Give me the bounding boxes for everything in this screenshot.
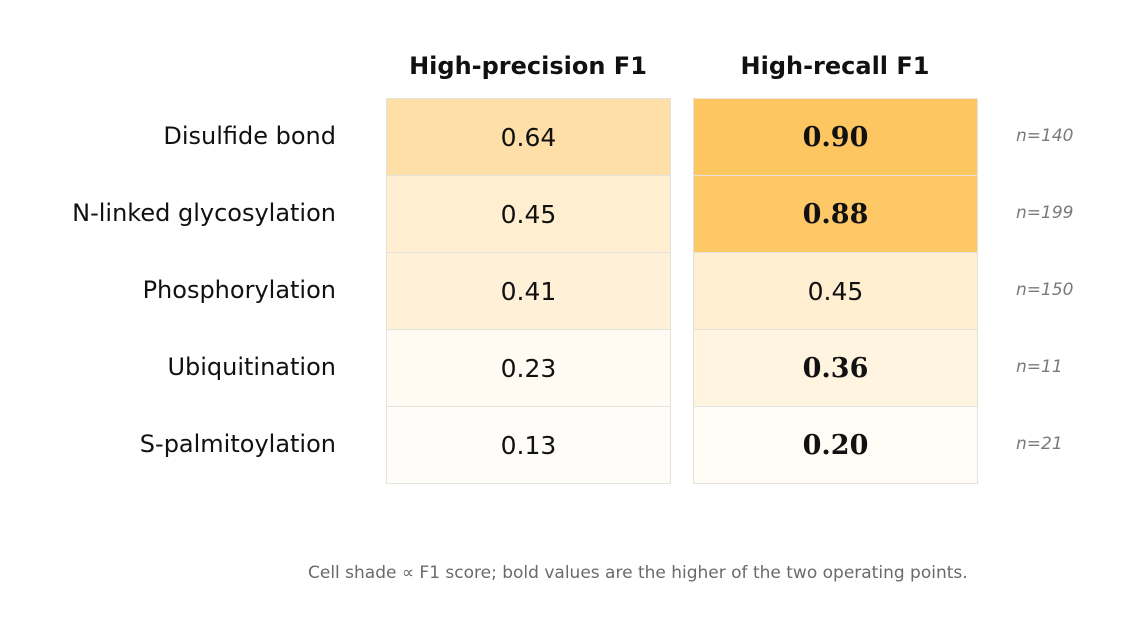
heatmap-cell: 0.45 [693, 252, 978, 330]
row-label: S-palmitoylation [139, 430, 336, 458]
heatmap-cell: 0.45 [386, 175, 671, 253]
heatmap-cell: 0.20 [693, 406, 978, 484]
sample-count-label: n=21 [1016, 434, 1063, 454]
row-label: Phosphorylation [142, 276, 336, 304]
caption: Cell shade ∝ F1 score; bold values are t… [308, 563, 968, 583]
sample-count-label: n=140 [1016, 126, 1074, 146]
row-label: Ubiquitination [167, 353, 336, 381]
sample-count-label: n=199 [1016, 203, 1074, 223]
heatmap-cell: 0.36 [693, 329, 978, 407]
row-label: Disulfide bond [163, 122, 336, 150]
heatmap-cell: 0.41 [386, 252, 671, 330]
heatmap-cell: 0.13 [386, 406, 671, 484]
heatmap-cell: 0.88 [693, 175, 978, 253]
heatmap-cell: 0.90 [693, 98, 978, 176]
sample-count-label: n=150 [1016, 280, 1074, 300]
row-label: N-linked glycosylation [72, 199, 336, 227]
heatmap-cell: 0.64 [386, 98, 671, 176]
column-header-high-recall: High-recall F1 [740, 52, 930, 80]
heatmap-cell: 0.23 [386, 329, 671, 407]
sample-count-label: n=11 [1016, 357, 1063, 377]
column-header-high-precision: High-precision F1 [409, 52, 647, 80]
